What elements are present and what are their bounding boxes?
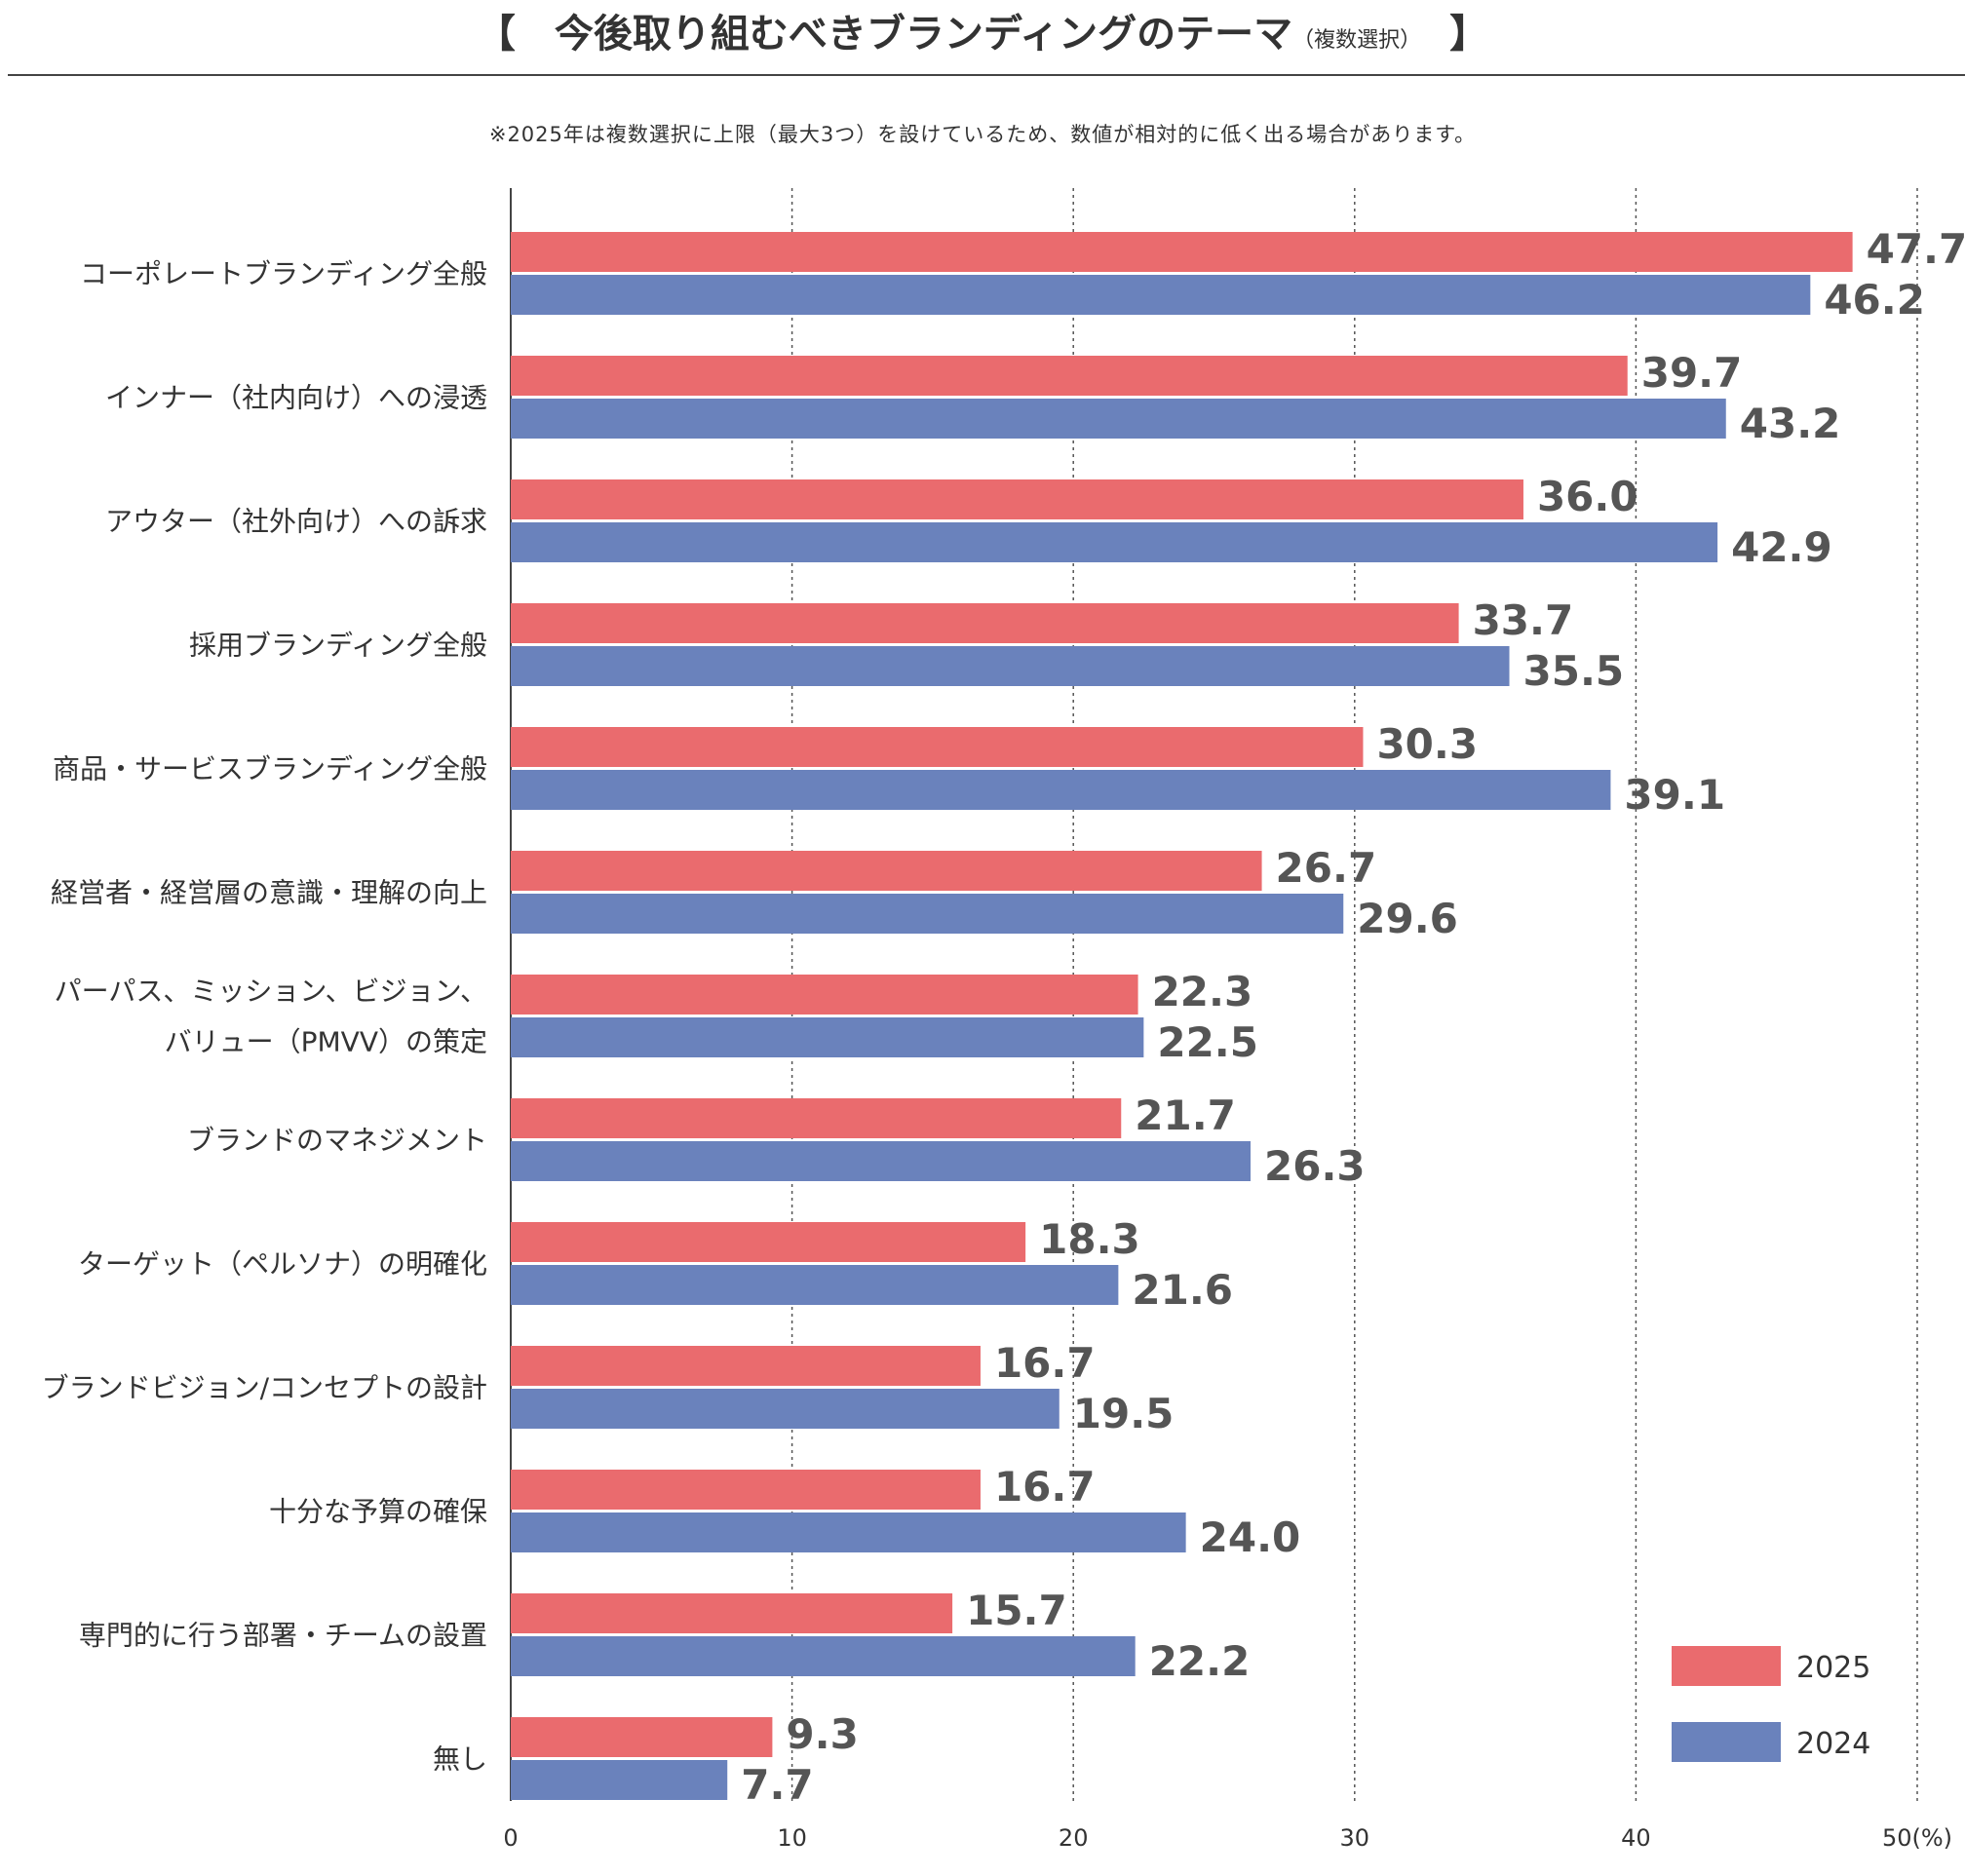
bar-2024: [511, 399, 1726, 439]
value-label-2025: 21.7: [1135, 1091, 1236, 1139]
value-label-2025: 30.3: [1376, 720, 1478, 768]
value-label-2024: 43.2: [1740, 400, 1841, 447]
legend-swatch-2025: [1672, 1646, 1781, 1686]
value-label-2024: 29.6: [1357, 895, 1458, 942]
category-label: コーポレートブランディング全般: [80, 258, 487, 290]
value-label-2024: 39.1: [1624, 771, 1725, 819]
bar-2024: [511, 1265, 1119, 1305]
category-label: ターゲット（ペルソナ）の明確化: [78, 1248, 487, 1281]
value-label-2024: 19.5: [1073, 1390, 1175, 1437]
value-label-2025: 39.7: [1641, 349, 1743, 397]
category-label: ブランドビジョン/コンセプトの設計: [42, 1372, 487, 1404]
bar-2025: [511, 1593, 953, 1633]
bar-2024: [511, 1636, 1136, 1676]
bar-2024: [511, 1389, 1060, 1429]
bar-2025: [511, 1717, 773, 1757]
category-label: インナー（社内向け）への浸透: [105, 382, 487, 414]
value-label-2025: 26.7: [1276, 844, 1377, 892]
bar-2025: [511, 1222, 1026, 1262]
bar-2025: [511, 851, 1262, 891]
category-label: 無し: [433, 1743, 487, 1776]
value-label-2025: 18.3: [1039, 1215, 1140, 1263]
category-label: 採用ブランディング全般: [189, 630, 487, 662]
value-label-2025: 16.7: [994, 1339, 1096, 1387]
bar-2024: [511, 275, 1811, 315]
x-tick-label: 30: [1340, 1824, 1370, 1852]
value-label-2024: 21.6: [1132, 1266, 1233, 1314]
bar-2025: [511, 232, 1853, 272]
bar-2024: [511, 1141, 1252, 1181]
x-tick-label: 40: [1621, 1824, 1651, 1852]
title-bracket-close: 】: [1449, 12, 1489, 57]
bar-2024: [511, 1760, 728, 1800]
title-bracket-open: 【: [476, 12, 516, 57]
bar-2025: [511, 479, 1523, 519]
bar-2025: [511, 603, 1459, 643]
value-label-2024: 42.9: [1731, 523, 1832, 571]
category-label: 専門的に行う部署・チームの設置: [79, 1620, 487, 1652]
bar-2024: [511, 522, 1718, 562]
category-label: パーパス、ミッション、ビジョン、: [55, 976, 487, 1008]
legend-label-2024: 2024: [1796, 1727, 1870, 1761]
category-label: ブランドのマネジメント: [187, 1125, 487, 1157]
category-label: 経営者・経営層の意識・理解の向上: [51, 877, 487, 909]
category-label: バリュー（PMVV）の策定: [165, 1026, 487, 1058]
legend-label-2025: 2025: [1796, 1651, 1870, 1685]
bar-2025: [511, 727, 1364, 767]
x-tick-label: 50(%): [1882, 1824, 1952, 1852]
x-tick-label: 20: [1059, 1824, 1089, 1852]
value-label-2025: 16.7: [994, 1463, 1096, 1511]
value-label-2025: 36.0: [1537, 473, 1638, 520]
bar-2025: [511, 1470, 981, 1510]
bar-2025: [511, 975, 1138, 1015]
value-label-2025: 9.3: [786, 1710, 858, 1758]
value-label-2024: 22.2: [1149, 1637, 1251, 1685]
chart-title: 【今後取り組むべきブランディングのテーマ（複数選択） 】: [0, 2, 1965, 58]
bar-2025: [511, 356, 1628, 396]
title-text: 今後取り組むべきブランディングのテーマ: [554, 12, 1293, 57]
chart-note: ※2025年は複数選択に上限（最大3つ）を設けているため、数値が相対的に低く出る…: [488, 123, 1477, 146]
value-label-2024: 24.0: [1200, 1513, 1301, 1561]
value-label-2025: 15.7: [966, 1587, 1067, 1634]
bar-2024: [511, 646, 1510, 686]
value-label-2024: 7.7: [741, 1761, 813, 1809]
category-label: 十分な予算の確保: [269, 1496, 487, 1528]
value-label-2025: 47.7: [1867, 225, 1965, 273]
x-tick-label: 10: [777, 1824, 807, 1852]
bar-2024: [511, 770, 1611, 810]
value-label-2024: 35.5: [1523, 647, 1625, 695]
legend-swatch-2024: [1672, 1722, 1781, 1762]
bar-2024: [511, 1017, 1144, 1057]
bar-2024: [511, 894, 1344, 934]
title-divider: [8, 74, 1965, 76]
category-label: 商品・サービスブランディング全般: [53, 753, 487, 785]
value-label-2024: 26.3: [1264, 1142, 1366, 1190]
bar-2024: [511, 1512, 1186, 1552]
x-tick-label: 0: [503, 1824, 518, 1852]
value-label-2024: 46.2: [1824, 276, 1925, 324]
value-label-2025: 22.3: [1152, 968, 1253, 1015]
value-label-2024: 22.5: [1157, 1018, 1258, 1066]
value-label-2025: 33.7: [1473, 596, 1574, 644]
category-label: アウター（社外向け）への訴求: [105, 506, 487, 538]
bar-2025: [511, 1098, 1122, 1138]
title-subtitle: （複数選択）: [1292, 28, 1411, 53]
bar-2025: [511, 1346, 981, 1386]
